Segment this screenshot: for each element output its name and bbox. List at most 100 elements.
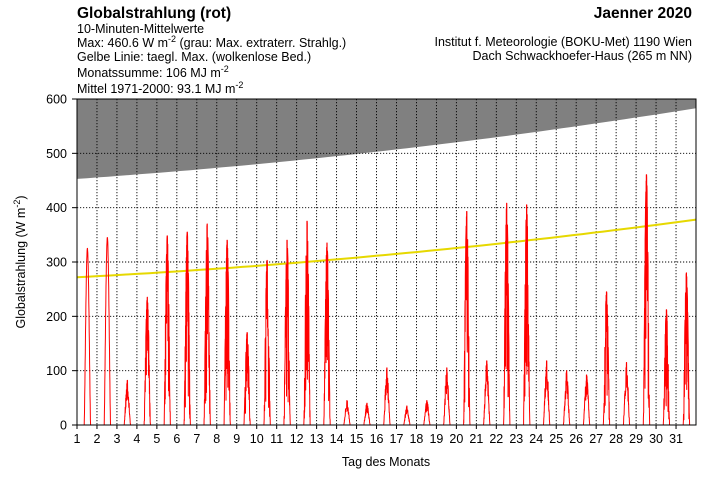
institute-label: Institut f. Meteorologie (BOKU-Met) 1190… xyxy=(434,35,692,49)
radiation-day-8 xyxy=(223,239,231,426)
x-tick-label: 30 xyxy=(649,432,663,446)
clear-sky-layer xyxy=(76,218,697,279)
x-tick-label: 10 xyxy=(250,432,264,446)
x-tick-label: 11 xyxy=(270,432,283,446)
radiation-day-26 xyxy=(582,374,591,426)
x-tick-label: 1 xyxy=(74,432,81,446)
radiation-day-9 xyxy=(243,332,251,426)
monthly-sum-prefix: Monatssumme: 106 MJ m xyxy=(77,66,221,80)
radiation-day-12 xyxy=(303,220,311,426)
x-tick-label: 13 xyxy=(310,432,324,446)
radiation-day-24 xyxy=(542,360,551,426)
x-tick-label: 8 xyxy=(213,432,220,446)
radiation-day-30 xyxy=(662,309,671,426)
x-tick-label: 17 xyxy=(390,432,404,446)
radiation-day-28 xyxy=(622,362,631,426)
radiation-day-19 xyxy=(443,367,451,426)
climate-mean: Mittel 1971-2000: 93.1 MJ m-2 xyxy=(77,80,244,97)
radiation-day-17 xyxy=(403,405,411,426)
location-label: Dach Schwackhoefer-Haus (265 m NN) xyxy=(472,49,692,63)
radiation-day-4 xyxy=(143,296,151,426)
subtitle-text: 10-Minuten-Mittelwerte xyxy=(77,22,205,36)
max-exponent: -2 xyxy=(168,34,177,44)
radiation-day-16 xyxy=(383,367,391,426)
radiation-day-11 xyxy=(283,239,291,426)
x-tick-label: 24 xyxy=(529,432,543,446)
x-tick-label: 20 xyxy=(449,432,463,446)
radiation-day-10 xyxy=(263,259,271,426)
radiation-day-1 xyxy=(83,247,92,426)
radiation-day-22 xyxy=(503,202,511,426)
y-tick-label: 600 xyxy=(46,93,67,107)
radiation-day-18 xyxy=(423,400,431,426)
yellow-line-note: Gelbe Linie: taegl. Max. (wolkenlose Bed… xyxy=(77,50,311,64)
clear-sky-max-line xyxy=(76,218,697,279)
monthly-sum: Monatssumme: 106 MJ m-2 xyxy=(77,64,229,81)
radiation-day-15 xyxy=(363,402,371,426)
extraterrestrial-max-area xyxy=(77,99,696,179)
y-tick-label: 200 xyxy=(46,310,67,324)
y-tick-label: 100 xyxy=(46,364,67,378)
radiation-day-6 xyxy=(183,231,191,426)
max-suffix: (grau: Max. extraterr. Strahlg.) xyxy=(176,36,347,50)
x-tick-label: 12 xyxy=(290,432,304,446)
radiation-day-31 xyxy=(682,272,691,426)
x-tick-label: 6 xyxy=(173,432,180,446)
radiation-day-25 xyxy=(562,370,571,426)
monthly-sum-exponent: -2 xyxy=(220,64,229,74)
climate-mean-prefix: Mittel 1971-2000: 93.1 MJ m xyxy=(77,82,236,96)
x-tick-label: 21 xyxy=(469,432,483,446)
y-tick-label: 500 xyxy=(46,147,67,161)
x-tick-label: 5 xyxy=(153,432,160,446)
x-tick-label: 29 xyxy=(629,432,643,446)
y-tick-label: 0 xyxy=(60,419,67,433)
measured-series-layer xyxy=(83,174,691,426)
subtitle: 10-Minuten-Mittelwerte xyxy=(77,22,204,36)
radiation-day-2 xyxy=(103,237,111,426)
x-tick-label: 4 xyxy=(133,432,140,446)
y-axis-label-prefix: Globalstrahlung (W m xyxy=(14,208,28,329)
y-axis-label-suffix: ) xyxy=(14,195,28,199)
max-line: Max: 460.6 W m-2 (grau: Max. extraterr. … xyxy=(77,34,347,51)
radiation-day-3 xyxy=(123,379,131,426)
climate-mean-exponent: -2 xyxy=(235,80,244,90)
x-tick-label: 3 xyxy=(113,432,120,446)
x-tick-label: 9 xyxy=(233,432,240,446)
month-label: Jaenner 2020 xyxy=(593,5,692,22)
chart-title: Globalstrahlung (rot) xyxy=(77,5,232,22)
x-tick-label: 14 xyxy=(330,432,344,446)
x-axis-label: Tag des Monats xyxy=(342,455,430,469)
x-tick-label: 15 xyxy=(350,432,364,446)
radiation-day-20 xyxy=(463,211,471,426)
x-tick-label: 22 xyxy=(489,432,503,446)
radiation-day-5 xyxy=(163,235,171,426)
x-tick-label: 27 xyxy=(589,432,603,446)
x-tick-label: 26 xyxy=(569,432,583,446)
x-tick-label: 2 xyxy=(93,432,100,446)
radiation-day-27 xyxy=(602,291,611,426)
x-tick-label: 18 xyxy=(409,432,423,446)
y-tick-label: 300 xyxy=(46,256,67,270)
grid-layer xyxy=(77,99,696,425)
radiation-day-23 xyxy=(523,204,531,426)
y-axis-label: Globalstrahlung (W m-2) xyxy=(12,195,28,328)
radiation-day-14 xyxy=(343,400,351,426)
x-tick-label: 25 xyxy=(549,432,563,446)
radiation-day-7 xyxy=(203,223,211,426)
radiation-day-13 xyxy=(323,242,331,426)
x-tick-label: 23 xyxy=(509,432,523,446)
yellow-line-text: Gelbe Linie: taegl. Max. (wolkenlose Bed… xyxy=(77,50,312,64)
x-tick-label: 28 xyxy=(609,432,623,446)
x-tick-label: 19 xyxy=(429,432,443,446)
extraterrestrial-area-layer xyxy=(77,99,696,179)
x-tick-label: 7 xyxy=(193,432,200,446)
x-tick-label: 31 xyxy=(669,432,683,446)
radiation-day-29 xyxy=(642,174,651,426)
x-tick-label: 16 xyxy=(370,432,384,446)
radiation-day-21 xyxy=(483,360,491,426)
y-tick-label: 400 xyxy=(46,201,67,215)
y-axis-label-exponent: -2 xyxy=(12,200,22,208)
max-prefix: Max: 460.6 W m xyxy=(77,36,168,50)
